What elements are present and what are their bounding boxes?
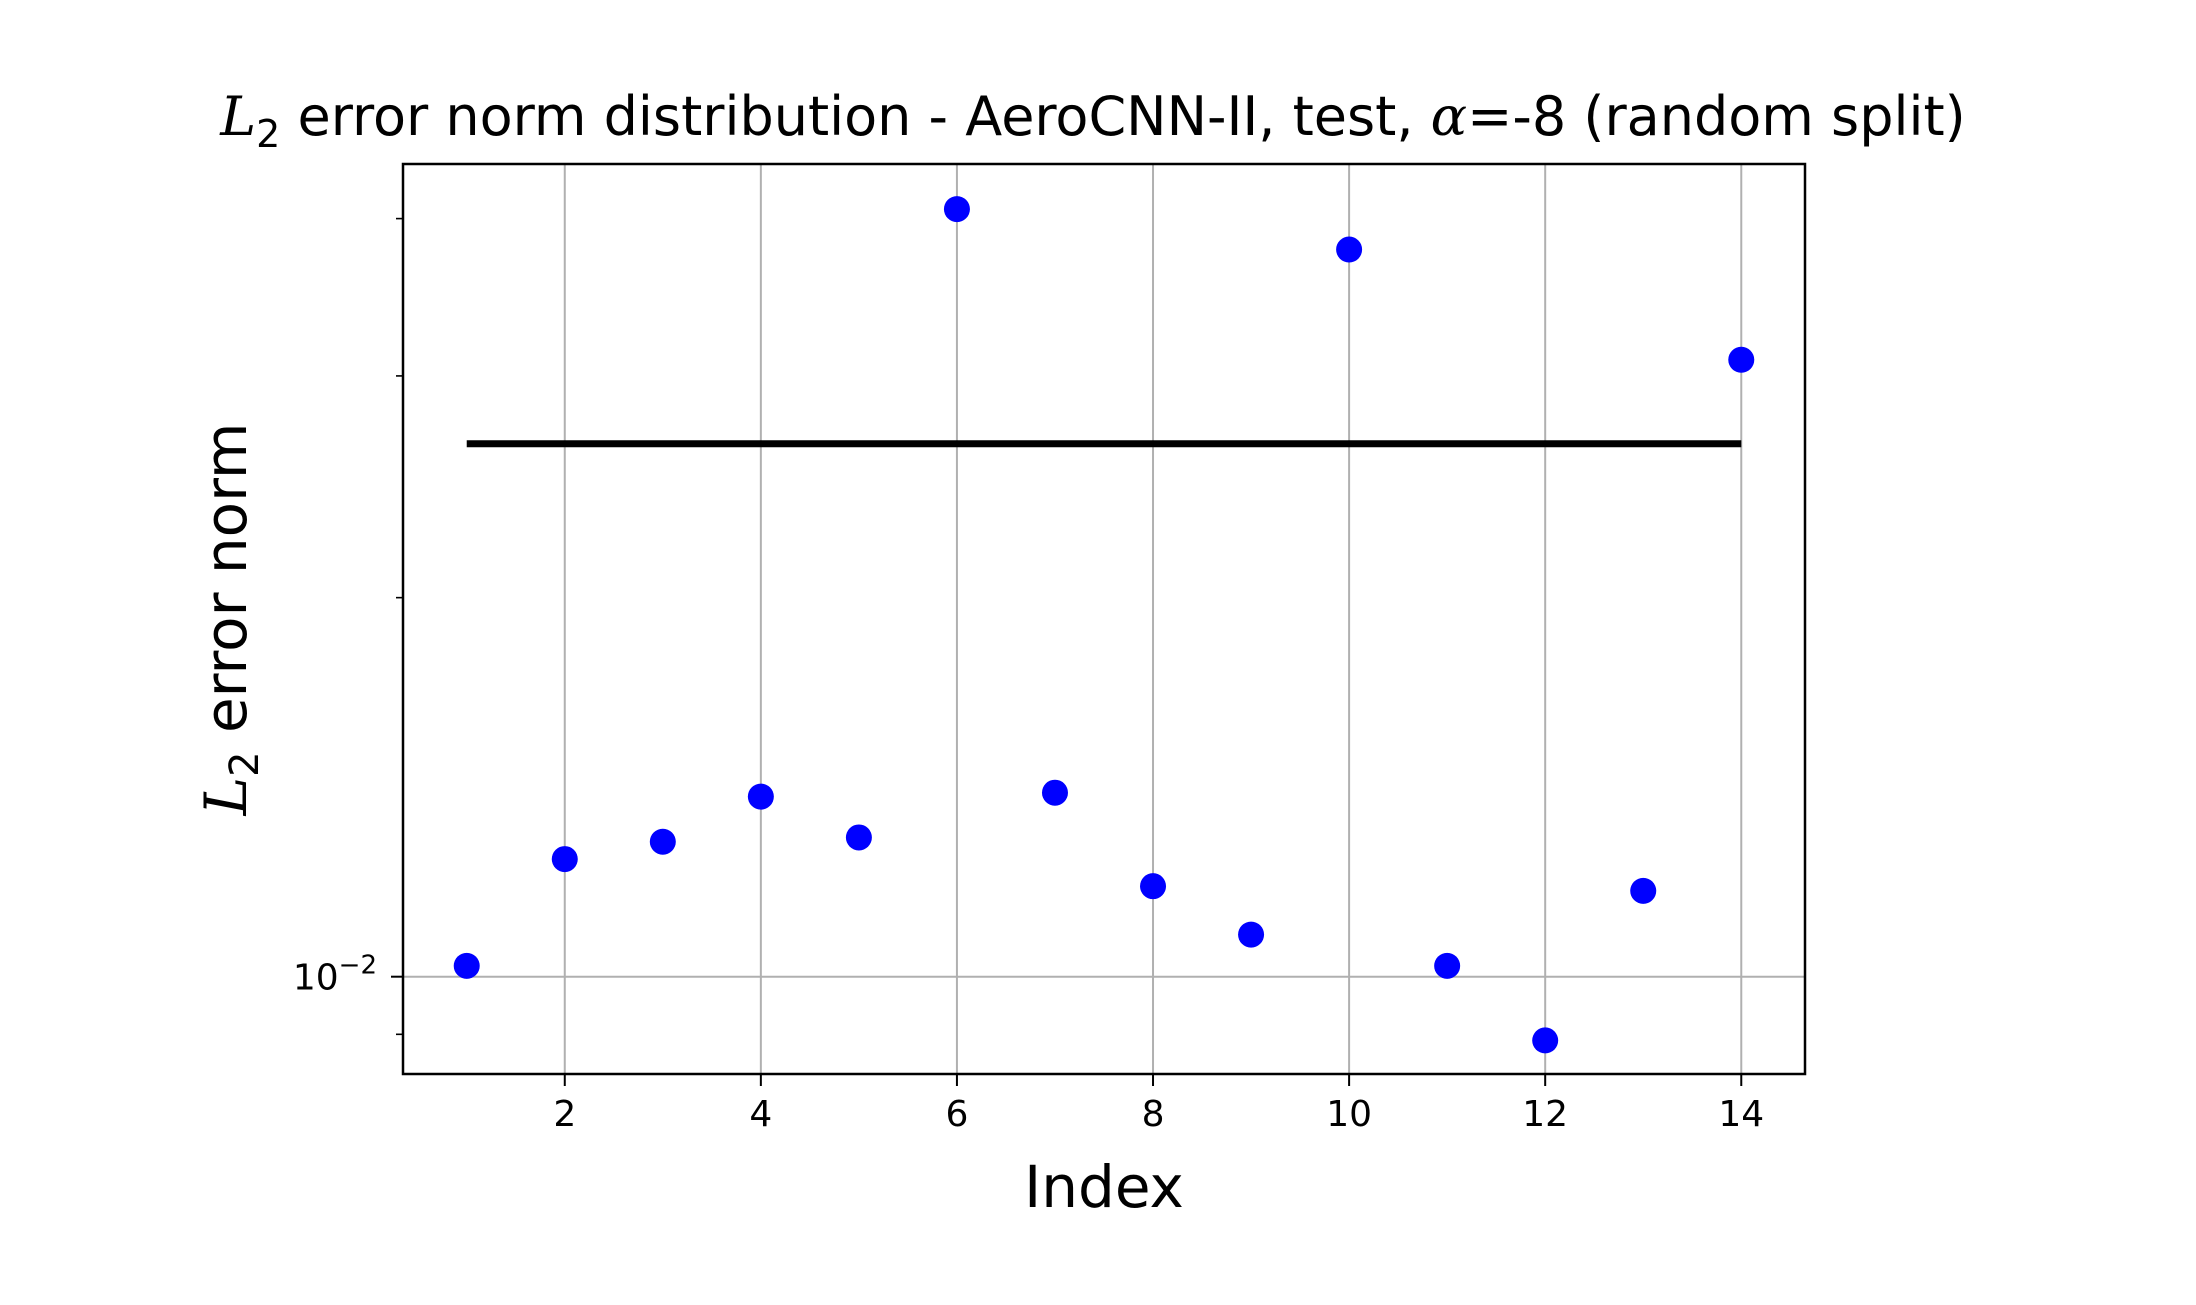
x-tick-label: 10 (1326, 1094, 1372, 1135)
x-tick-label: 8 (1142, 1094, 1165, 1135)
data-point (551, 846, 578, 873)
y-axis-label: L2 error norm (192, 423, 268, 817)
x-axis-label: Index (1024, 1153, 1184, 1221)
data-point (1140, 873, 1167, 900)
data-point (747, 783, 774, 810)
data-point (1336, 236, 1363, 263)
y-label-l-symbol: L (192, 777, 260, 817)
x-tick-label: 4 (749, 1094, 772, 1135)
data-point (649, 828, 676, 855)
x-tick-label: 12 (1522, 1094, 1568, 1135)
title-text-tail: =-8 (random split) (1467, 85, 1966, 148)
scatter-points (453, 196, 1755, 1054)
y-tick-label: 10−2 (293, 951, 377, 999)
y-tick-label-exponent: −2 (339, 951, 377, 981)
data-point (453, 952, 480, 979)
data-point (1630, 877, 1657, 904)
plot-area-frame (401, 162, 1807, 1076)
title-text-main: error norm distribution - AeroCNN-II, te… (280, 85, 1430, 148)
data-point (1434, 952, 1461, 979)
data-point (1041, 779, 1068, 806)
x-tick-label: 6 (945, 1094, 968, 1135)
title-alpha-symbol: α (1431, 85, 1467, 148)
title-l-symbol: L (219, 85, 256, 148)
chart-title: L2 error norm distribution - AeroCNN-II,… (219, 85, 1965, 156)
data-point (1238, 921, 1265, 948)
x-tick-label: 2 (553, 1094, 576, 1135)
title-subscript: 2 (256, 112, 280, 156)
y-tick-label-base: 10 (293, 958, 339, 999)
x-tick-label: 14 (1718, 1094, 1764, 1135)
data-point (1728, 346, 1755, 373)
data-point (943, 196, 970, 223)
grid-lines (403, 164, 1805, 1074)
data-point (845, 824, 872, 851)
y-label-text: error norm (192, 423, 260, 752)
y-label-subscript: 2 (222, 751, 268, 776)
data-point (1532, 1027, 1559, 1054)
